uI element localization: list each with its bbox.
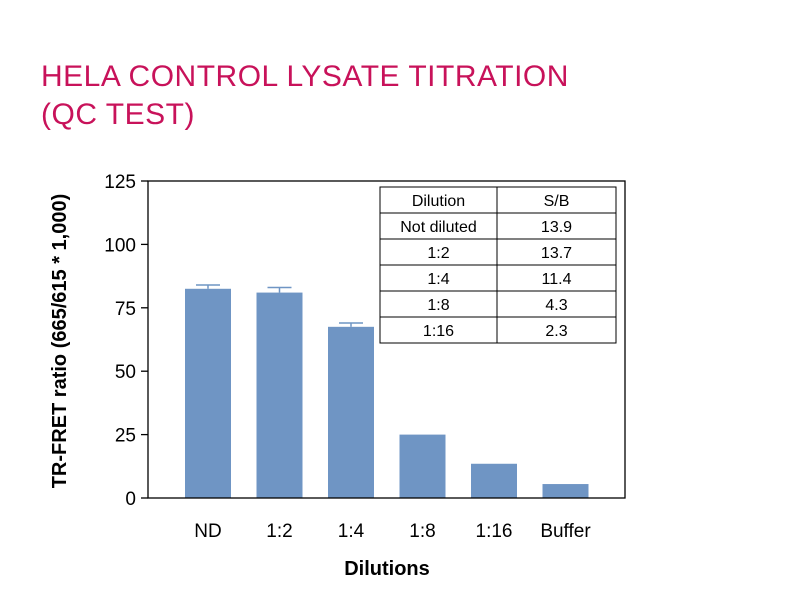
x-tick-label: Buffer [540, 521, 591, 542]
x-tick-label: 1:4 [338, 521, 365, 542]
table-cell-sb: 13.9 [541, 219, 572, 236]
bar-1-2 [256, 292, 303, 498]
chart-title-line-1: HELA CONTROL LYSATE TITRATION [41, 60, 569, 93]
axes-layer: ND 1:2 1:4 1:8 1:16 Buffer 0 25 50 75 100 125 [104, 172, 626, 542]
x-tick-label: 1:8 [409, 521, 435, 542]
table-cell-dilution: Not diluted [400, 219, 477, 236]
y-tick-label: 0 [125, 489, 136, 510]
x-tick-label: ND [194, 521, 221, 542]
table-cell-dilution: 1:4 [427, 271, 449, 288]
table-cell-sb: 4.3 [545, 297, 567, 314]
table-header-sb: S/B [544, 193, 570, 210]
y-tick-label: 100 [104, 235, 136, 256]
bar-nd [185, 288, 231, 498]
bar-1-4 [328, 326, 374, 498]
y-tick-label: 25 [115, 426, 136, 447]
plot-frame [147, 180, 626, 499]
table-header-dilution: Dilution [412, 193, 465, 210]
y-tick-label: 75 [115, 299, 136, 320]
x-tick-label: 1:2 [266, 521, 292, 542]
x-tick-label: 1:16 [476, 521, 513, 542]
sb-table: Dilution S/B Not diluted 13.9 1:2 13.7 1:4 11.4… [379, 186, 617, 344]
table-cell-dilution: 1:2 [427, 245, 449, 262]
table-cell-sb: 11.4 [542, 271, 572, 288]
bar-1-16 [471, 463, 517, 498]
table-cell-dilution: 1:16 [423, 323, 454, 340]
bar-buffer [542, 484, 589, 498]
y-axis-label: TR-FRET ratio (665/615 * 1,000) [49, 194, 71, 489]
table-cell-sb: 13.7 [541, 245, 572, 262]
table-cell-dilution: 1:8 [427, 297, 449, 314]
x-axis-label: Dilutions [344, 558, 430, 580]
y-tick-label: 125 [104, 172, 136, 193]
chart-title-line-2: (QC TEST) [41, 98, 195, 131]
table-cell-sb: 2.3 [545, 323, 567, 340]
y-tick-label: 50 [115, 362, 136, 383]
bar-1-8 [399, 434, 446, 498]
bars-layer [185, 284, 589, 498]
chart-title: HELA CONTROL LYSATE TITRATION (QC TEST) [41, 58, 741, 134]
